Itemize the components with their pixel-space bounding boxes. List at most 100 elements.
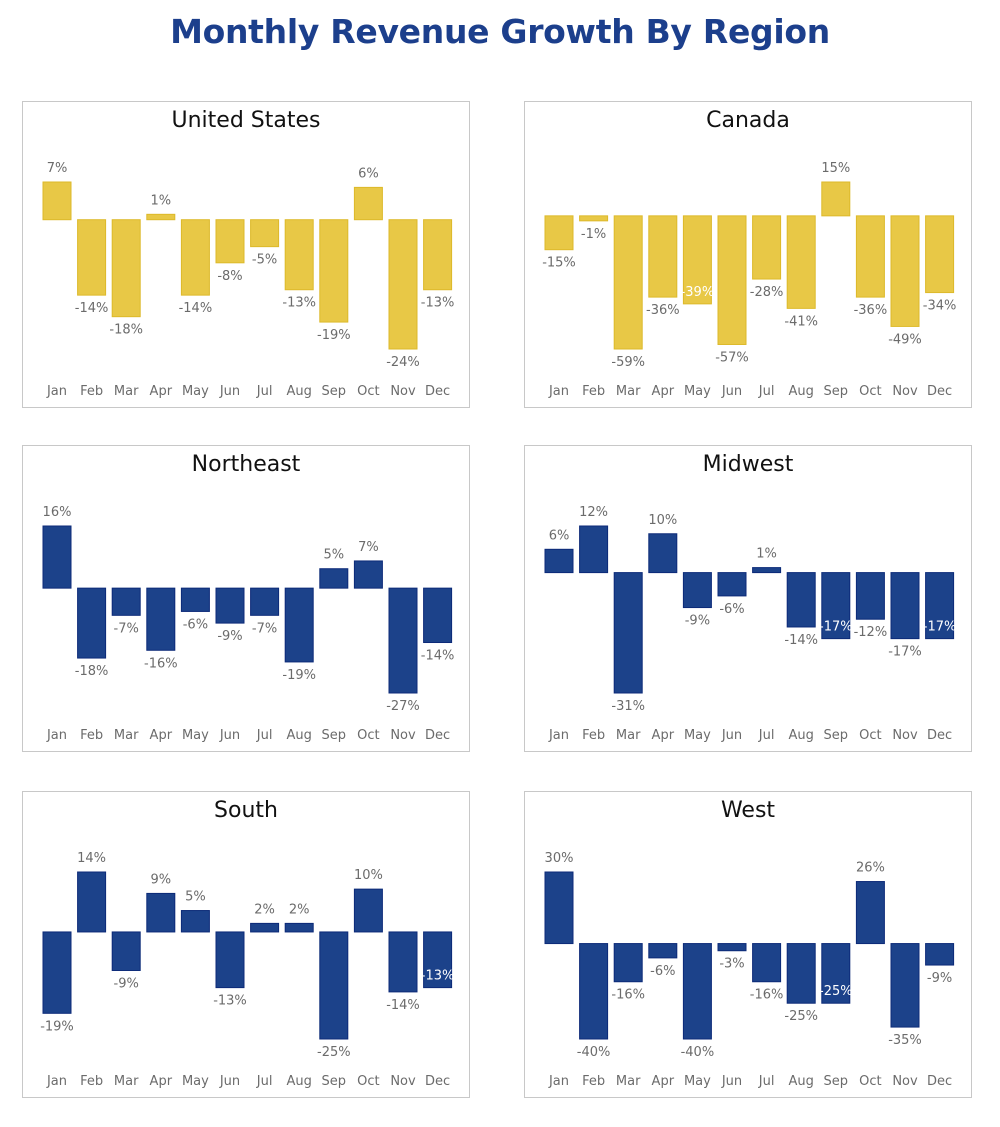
x-tick-label: Dec xyxy=(425,384,450,399)
data-label: 6% xyxy=(549,528,570,543)
data-label: -14% xyxy=(421,649,455,664)
data-label: -9% xyxy=(114,976,139,991)
data-label: 5% xyxy=(185,890,206,905)
bar-feb xyxy=(579,525,609,574)
x-tick-label: Mar xyxy=(616,728,641,743)
bar-chart-canada: -15% Jan -1% Feb -59% Mar -36% Apr -39% May -57% Ju… xyxy=(542,161,956,399)
bar-feb xyxy=(77,219,107,296)
data-label: -19% xyxy=(282,668,316,683)
bar-jun xyxy=(215,931,245,989)
x-tick-label: Jan xyxy=(46,384,67,399)
x-tick-label: Mar xyxy=(114,728,139,743)
data-label: -35% xyxy=(888,1033,922,1048)
data-label: -57% xyxy=(715,350,749,365)
data-label: -18% xyxy=(75,664,109,679)
bar-nov xyxy=(890,572,920,640)
bar-jul xyxy=(250,219,280,248)
x-tick-label: Jun xyxy=(721,728,742,743)
data-label: -40% xyxy=(577,1045,611,1060)
data-label: -36% xyxy=(854,303,888,318)
bar-nov xyxy=(388,931,418,993)
x-tick-label: Sep xyxy=(824,728,849,743)
bar-jan xyxy=(544,871,574,945)
data-label: -25% xyxy=(317,1045,351,1060)
bar-may xyxy=(180,219,210,296)
data-label: -17% xyxy=(923,620,957,635)
data-label: 1% xyxy=(150,193,171,208)
bar-jan xyxy=(42,525,72,589)
panel-title: Canada xyxy=(706,108,790,133)
bar-oct xyxy=(353,560,383,589)
bar-jan xyxy=(42,931,72,1014)
x-tick-label: Jan xyxy=(548,728,569,743)
data-label: -40% xyxy=(681,1045,715,1060)
x-tick-label: Apr xyxy=(652,1074,675,1089)
x-tick-label: Aug xyxy=(287,384,312,399)
bar-jun xyxy=(215,219,245,264)
x-tick-label: Apr xyxy=(652,384,675,399)
bar-jul xyxy=(752,943,782,983)
bar-oct xyxy=(353,888,383,933)
x-tick-label: Aug xyxy=(287,728,312,743)
bar-mar xyxy=(613,572,643,694)
panel-title: West xyxy=(720,798,776,823)
data-label: -12% xyxy=(854,625,888,640)
bar-chart-south: -19% Jan 14% Feb -9% Mar 9% Apr 5% May -13% Jun 2% Ju… xyxy=(40,851,454,1089)
x-tick-label: May xyxy=(684,1074,711,1089)
chart-main-title: Monthly Revenue Growth By Region xyxy=(170,12,830,51)
bar-apr xyxy=(146,892,176,933)
x-tick-label: Feb xyxy=(80,1074,103,1089)
data-label: -13% xyxy=(282,296,316,311)
bar-dec xyxy=(423,219,453,291)
x-tick-label: Dec xyxy=(927,1074,952,1089)
x-tick-label: May xyxy=(182,384,209,399)
panel-south: South -19% Jan 14% Feb -9% Mar 9% Apr 5% May -13% J… xyxy=(22,791,470,1098)
data-label: -6% xyxy=(650,964,675,979)
x-tick-label: Dec xyxy=(425,1074,450,1089)
bar-aug xyxy=(284,587,314,663)
bar-sep xyxy=(319,931,349,1040)
bar-apr xyxy=(146,587,176,651)
bar-apr xyxy=(146,213,176,221)
panel-canada: Canada -15% Jan -1% Feb -59% Mar -36% Apr -39% Ma… xyxy=(524,101,972,408)
bar-dec xyxy=(423,931,453,989)
data-label: -15% xyxy=(542,256,576,271)
data-label: -25% xyxy=(819,984,853,999)
bar-jul xyxy=(752,215,782,280)
data-label: -1% xyxy=(581,227,606,242)
bar-apr xyxy=(648,533,678,574)
bar-dec xyxy=(423,587,453,644)
x-tick-label: Apr xyxy=(150,728,173,743)
data-label: -16% xyxy=(611,988,645,1003)
bar-nov xyxy=(890,943,920,1028)
x-tick-label: Oct xyxy=(859,728,881,743)
bar-may xyxy=(180,910,210,933)
x-tick-label: Sep xyxy=(322,728,347,743)
bar-feb xyxy=(77,871,107,933)
x-tick-label: Jun xyxy=(219,728,240,743)
bar-jan xyxy=(544,548,574,574)
bar-sep xyxy=(821,943,851,1004)
bar-sep xyxy=(319,219,349,323)
x-tick-label: Nov xyxy=(390,728,416,743)
x-tick-label: Apr xyxy=(150,384,173,399)
bar-feb xyxy=(579,943,609,1040)
data-label: -19% xyxy=(317,328,351,343)
bar-jul xyxy=(250,922,280,933)
bar-dec xyxy=(925,572,955,640)
x-tick-label: Aug xyxy=(789,384,814,399)
bar-sep xyxy=(821,572,851,640)
bar-oct xyxy=(855,881,885,945)
x-tick-label: Nov xyxy=(892,728,918,743)
x-tick-label: Mar xyxy=(616,384,641,399)
data-label: -49% xyxy=(888,332,922,347)
bar-oct xyxy=(855,572,885,620)
data-label: 15% xyxy=(821,161,850,176)
panel-title: Midwest xyxy=(702,452,794,477)
bar-mar xyxy=(613,215,643,350)
panel-title: South xyxy=(214,798,278,823)
data-label: -9% xyxy=(685,614,710,629)
data-label: -36% xyxy=(646,303,680,318)
bar-aug xyxy=(786,215,816,309)
bar-mar xyxy=(111,219,141,318)
